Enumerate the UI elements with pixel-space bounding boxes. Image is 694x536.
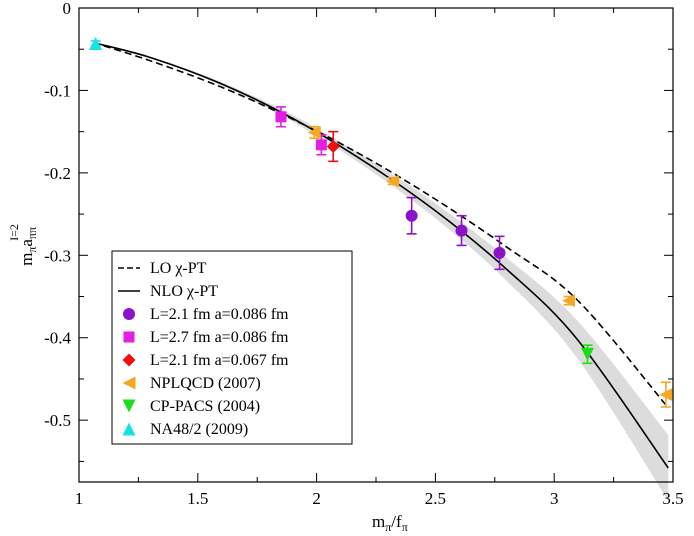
data-point (455, 224, 468, 237)
data-point (386, 174, 400, 188)
data-point (326, 139, 340, 153)
data-point (405, 209, 418, 222)
data-point (493, 246, 506, 259)
nlo-curve (93, 41, 669, 469)
svg-text:mπaππI=2: mπaππI=2 (7, 224, 39, 266)
legend-marker-swatch (123, 308, 135, 320)
legend-label: NLO χ-PT (150, 283, 218, 300)
legend-label: CP-PACS (2004) (150, 398, 260, 415)
legend-label: L=2.7 fm a=0.086 fm (150, 329, 289, 346)
data-point (275, 111, 287, 123)
x-tick-label: 1 (75, 489, 84, 508)
x-tick-label: 3.5 (662, 489, 683, 508)
data-point (580, 347, 594, 361)
data-point (315, 139, 327, 151)
legend-box (111, 250, 353, 445)
legend-label: L=2.1 fm a=0.067 fm (150, 352, 289, 369)
y-axis-label: mπaππI=2 (7, 224, 39, 266)
data-point (307, 125, 321, 139)
legend-marker-swatch (122, 353, 136, 367)
x-tick-label: 2.5 (425, 489, 446, 508)
legend-marker-swatch (123, 331, 135, 343)
y-tick-label: 0 (63, 0, 72, 18)
x-axis-label: mπ/fπ (372, 512, 408, 534)
x-tick-label: 3 (550, 489, 559, 508)
y-tick-label: -0.3 (44, 246, 71, 265)
legend-marker-swatch (122, 399, 136, 413)
legend-marker-swatch (122, 376, 136, 390)
x-tick-label: 2 (312, 489, 321, 508)
legend-label: L=2.1 fm a=0.086 fm (150, 306, 289, 323)
y-tick-label: -0.2 (44, 164, 71, 183)
legend-label: NPLQCD (2007) (150, 375, 261, 392)
y-tick-label: -0.5 (44, 411, 71, 430)
y-tick-label: -0.4 (44, 329, 71, 348)
data-point (659, 388, 673, 402)
data-point (89, 36, 103, 50)
y-tick-label: -0.1 (44, 81, 71, 100)
legend-label: LO χ-PT (150, 260, 207, 277)
x-tick-label: 1.5 (187, 489, 208, 508)
legend: LO χ-PT NLO χ-PT L=2.1 fm a=0.086 fm L=2.7 … (111, 250, 353, 445)
legend-label: NA48/2 (2009) (150, 421, 248, 438)
legend-marker-swatch (122, 422, 136, 436)
data-point (561, 294, 575, 308)
